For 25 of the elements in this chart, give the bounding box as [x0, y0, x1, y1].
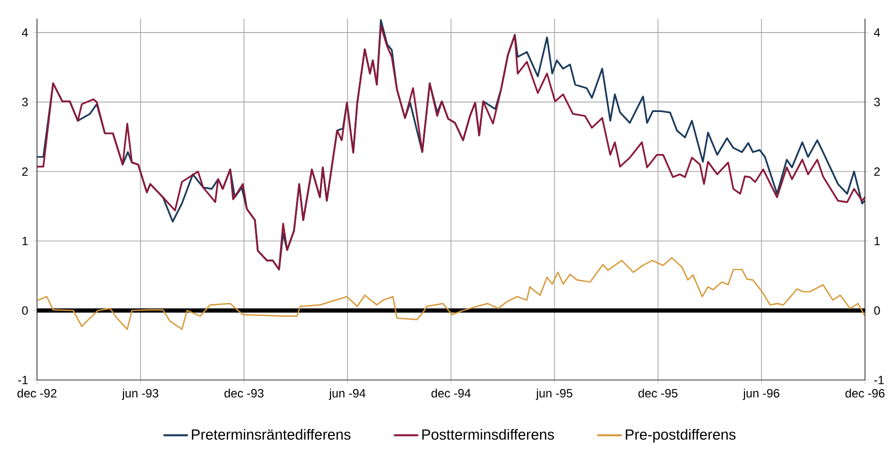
x-tick-label: dec -95	[638, 388, 678, 398]
y-tick-label: 1	[22, 236, 28, 246]
x-tick-label: jun -95	[536, 388, 572, 400]
x-tick-label: jun -94	[328, 388, 366, 400]
y-tick-label: 3	[22, 98, 28, 106]
y2-tick-label: 2	[874, 167, 880, 176]
y-tick-label: 4	[22, 28, 28, 37]
x-tick-label: jun -96	[742, 388, 780, 400]
legend-label: Pre-postdifferens	[626, 428, 736, 443]
y2-tick-label: 3	[874, 98, 880, 106]
x-tick-label: jun -93	[122, 388, 158, 400]
legend-label: Postterminsdifferens	[422, 428, 554, 440]
y2-tick-label: 0	[874, 306, 880, 315]
legend-label: Preterminsräntedifferens	[192, 428, 350, 440]
y2-tick-label: -1	[874, 376, 884, 384]
line-series	[37, 257, 865, 330]
x-tick-label: dec -93	[224, 388, 264, 398]
y-tick-label: -1	[18, 376, 28, 384]
x-tick-label: dec -94	[431, 388, 471, 398]
x-tick-label: dec -96	[845, 388, 884, 398]
y2-tick-label: 1	[874, 236, 880, 246]
y2-tick-label: 4	[874, 28, 880, 37]
x-tick-label: dec -92	[17, 388, 56, 398]
y-tick-label: 2	[22, 167, 28, 176]
y-tick-label: 0	[22, 306, 28, 315]
